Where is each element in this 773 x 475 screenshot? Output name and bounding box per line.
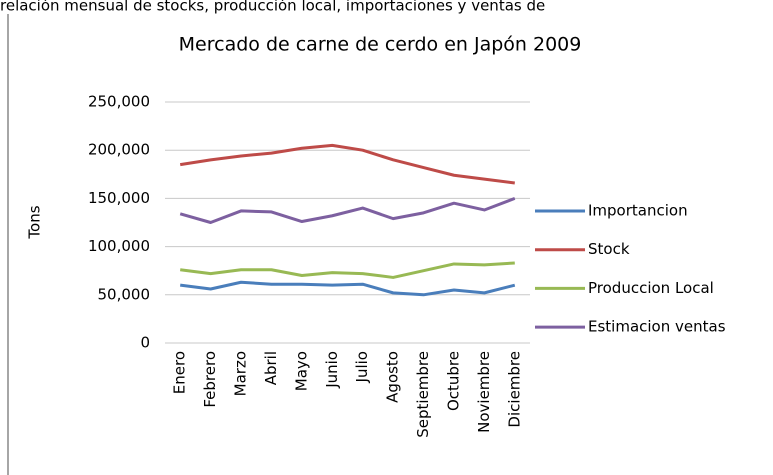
x-tick-label: Enero <box>171 351 189 394</box>
y-tick-label: 50,000 <box>98 285 151 303</box>
x-tick-label: Diciembre <box>505 351 523 428</box>
y-tick-label: 150,000 <box>88 189 150 207</box>
y-tick-label: 0 <box>140 334 150 352</box>
y-tick-label: 250,000 <box>88 93 150 111</box>
x-tick-label: Octubre <box>444 351 462 411</box>
x-tick-label: Noviembre <box>475 351 493 433</box>
legend-label: Stock <box>588 240 630 258</box>
legend-label: Estimacion ventas <box>588 318 726 336</box>
y-axis-label: Tons <box>26 205 44 239</box>
series-line <box>180 261 515 279</box>
x-tick-label: Mayo <box>292 351 310 391</box>
chart-title: Mercado de carne de cerdo en Japón 2009 <box>179 34 582 56</box>
series-line <box>180 280 516 297</box>
y-tick-label: 100,000 <box>88 237 150 255</box>
x-tick-label: Marzo <box>232 351 250 396</box>
x-tick-label: Julio <box>353 351 371 383</box>
series-line <box>179 196 516 224</box>
y-tick-label: 200,000 <box>88 141 150 159</box>
x-tick-label: Septiembre <box>414 351 432 438</box>
series-line <box>179 143 515 185</box>
legend-label: Produccion Local <box>588 279 714 297</box>
caption: relación mensual de stocks, producción l… <box>0 0 545 15</box>
x-tick-label: Abril <box>262 351 280 385</box>
x-tick-label: Febrero <box>201 351 219 408</box>
x-tick-label: Junio <box>323 351 341 389</box>
legend-label: Importancion <box>588 202 688 220</box>
x-tick-label: Agosto <box>384 351 402 403</box>
